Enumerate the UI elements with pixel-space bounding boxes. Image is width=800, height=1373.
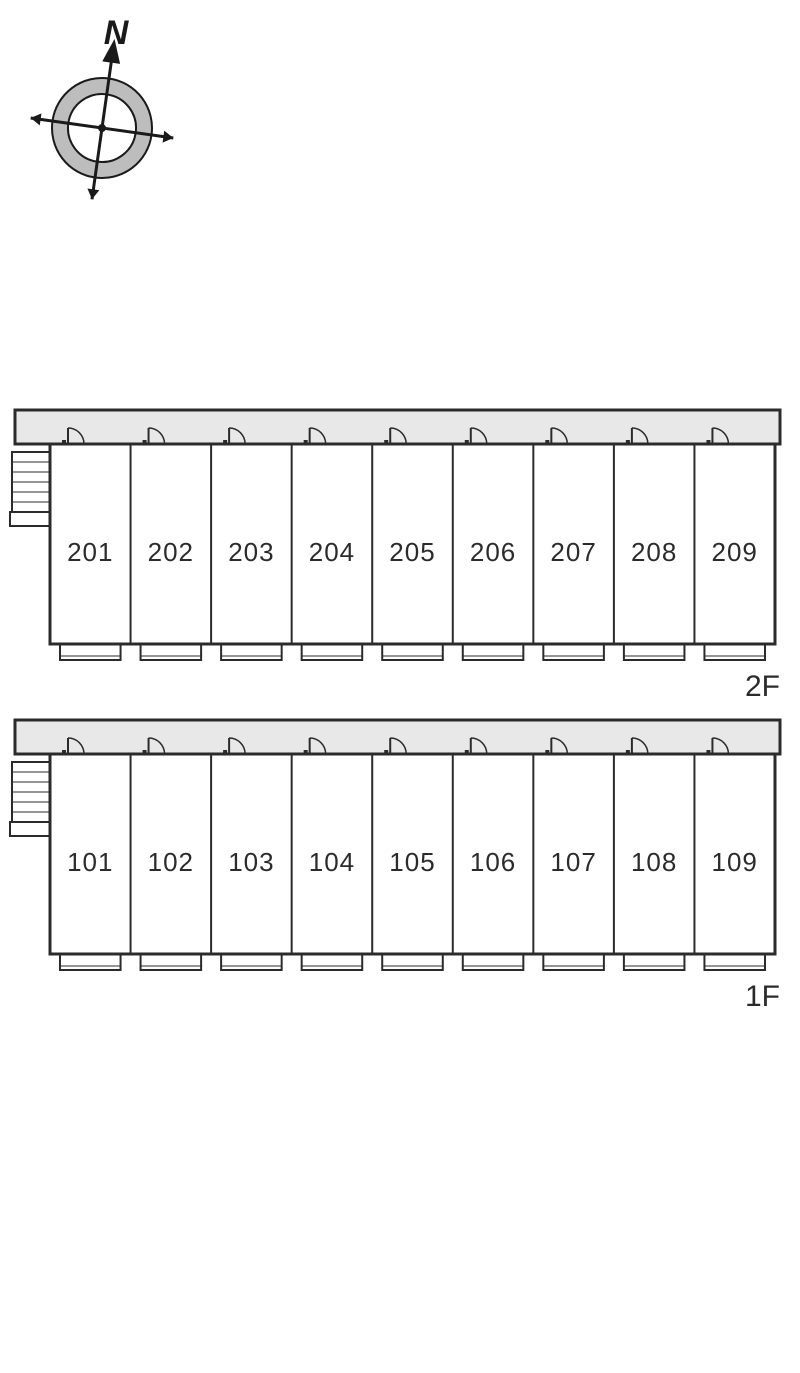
room-number: 208 <box>631 537 677 567</box>
window-ledge <box>60 954 121 970</box>
corridor <box>15 410 780 444</box>
room-number: 201 <box>67 537 113 567</box>
room-number: 202 <box>148 537 194 567</box>
floor-label: 1F <box>745 980 780 1013</box>
window-ledge <box>141 644 202 660</box>
window-ledge <box>302 954 363 970</box>
room-number: 101 <box>67 847 113 877</box>
window-ledge <box>704 644 765 660</box>
room-number: 105 <box>389 847 435 877</box>
room-number: 103 <box>228 847 274 877</box>
room-number: 207 <box>550 537 596 567</box>
window-ledge <box>60 644 121 660</box>
window-ledge <box>543 954 604 970</box>
room-number: 206 <box>470 537 516 567</box>
room-number: 203 <box>228 537 274 567</box>
room-number: 102 <box>148 847 194 877</box>
window-ledge <box>463 954 524 970</box>
room-number: 106 <box>470 847 516 877</box>
window-ledge <box>382 954 443 970</box>
window-ledge <box>463 644 524 660</box>
floor-label: 2F <box>745 670 780 703</box>
compass <box>21 29 186 209</box>
window-ledge <box>221 954 282 970</box>
room-number: 209 <box>712 537 758 567</box>
window-ledge <box>704 954 765 970</box>
corridor <box>15 720 780 754</box>
compass-n-label: N <box>104 14 130 52</box>
window-ledge <box>302 644 363 660</box>
window-ledge <box>382 644 443 660</box>
room-number: 108 <box>631 847 677 877</box>
window-ledge <box>141 954 202 970</box>
floor-1F: 101 102 103 104 105 106 107 108 109 1F <box>10 720 780 1013</box>
window-ledge <box>624 954 685 970</box>
window-ledge <box>221 644 282 660</box>
window-ledge <box>624 644 685 660</box>
room-number: 104 <box>309 847 355 877</box>
room-number: 109 <box>712 847 758 877</box>
room-number: 204 <box>309 537 355 567</box>
room-number: 107 <box>550 847 596 877</box>
room-number: 205 <box>389 537 435 567</box>
window-ledge <box>543 644 604 660</box>
floor-2F: 201 202 203 204 205 206 207 208 209 2F <box>10 410 780 703</box>
